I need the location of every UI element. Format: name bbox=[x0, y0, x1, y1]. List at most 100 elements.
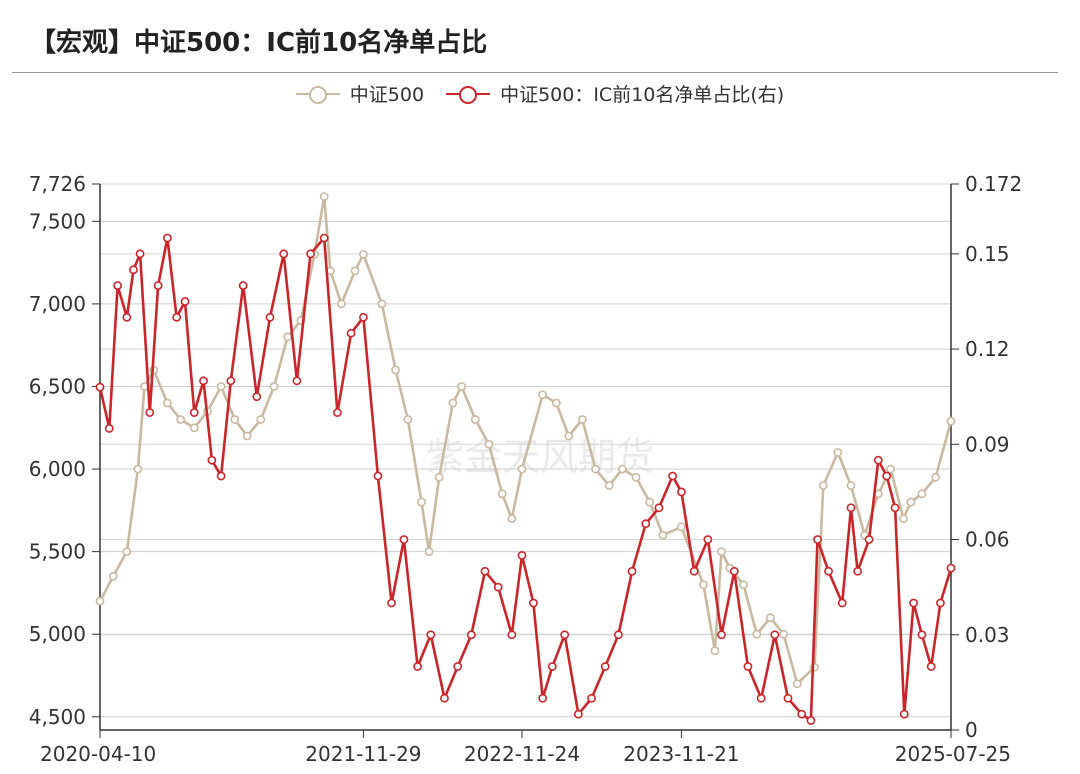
chart-legend: 中证500 中证500：IC前10名净单占比(右) bbox=[0, 80, 1080, 107]
data-point-ratio bbox=[517, 551, 527, 560]
data-point-csi500 bbox=[591, 464, 600, 474]
data-point-ratio bbox=[824, 566, 833, 576]
data-point-csi500 bbox=[189, 423, 199, 433]
data-point-ratio bbox=[529, 598, 538, 608]
data-point-csi500 bbox=[677, 522, 686, 532]
data-point-csi500 bbox=[391, 365, 400, 375]
y-left-tick-label: 7,000 bbox=[29, 292, 86, 316]
data-point-csi500 bbox=[497, 489, 507, 499]
data-point-ratio bbox=[292, 376, 302, 386]
data-point-csi500 bbox=[917, 489, 927, 499]
data-point-ratio bbox=[853, 566, 863, 576]
data-point-ratio bbox=[864, 535, 874, 544]
data-point-ratio bbox=[279, 249, 289, 259]
title-divider bbox=[12, 72, 1058, 73]
series-csi500 bbox=[95, 192, 956, 689]
data-point-ratio bbox=[306, 249, 315, 259]
y-left-tick-label: 7,726 bbox=[29, 172, 86, 196]
x-tick-label: 2025-07-25 bbox=[895, 742, 1011, 766]
data-point-csi500 bbox=[230, 415, 240, 424]
data-point-csi500 bbox=[470, 415, 480, 424]
legend-item-ratio[interactable]: 中证500：IC前10名净单占比(右) bbox=[446, 80, 784, 107]
data-point-csi500 bbox=[752, 629, 762, 639]
data-point-ratio bbox=[216, 471, 226, 481]
data-point-ratio bbox=[600, 662, 610, 671]
data-point-csi500 bbox=[176, 415, 186, 424]
data-point-csi500 bbox=[350, 266, 360, 276]
data-point-ratio bbox=[677, 487, 686, 497]
data-point-ratio bbox=[238, 281, 248, 290]
y-right-tick-label: 0.09 bbox=[965, 432, 1010, 456]
data-point-ratio bbox=[909, 598, 918, 608]
data-point-csi500 bbox=[359, 249, 368, 259]
legend-item-csi500[interactable]: 中证500 bbox=[295, 80, 425, 107]
data-point-csi500 bbox=[946, 416, 956, 426]
data-point-ratio bbox=[466, 630, 476, 640]
data-point-csi500 bbox=[457, 382, 467, 391]
data-point-ratio bbox=[333, 408, 342, 417]
data-point-ratio bbox=[641, 519, 651, 529]
data-point-csi500 bbox=[564, 431, 574, 441]
data-point-ratio bbox=[135, 249, 145, 259]
data-point-csi500 bbox=[538, 390, 548, 400]
y-left-tick-label: 6,000 bbox=[29, 457, 86, 481]
data-point-ratio bbox=[813, 535, 822, 544]
data-point-ratio bbox=[440, 693, 449, 703]
data-point-ratio bbox=[480, 566, 490, 576]
y-right-tick-label: 0.03 bbox=[965, 623, 1010, 647]
data-point-ratio bbox=[573, 709, 583, 719]
x-tick-label: 2023-11-21 bbox=[623, 742, 739, 766]
data-point-ratio bbox=[153, 281, 163, 290]
data-point-ratio bbox=[936, 598, 945, 608]
data-point-ratio bbox=[387, 598, 396, 608]
data-point-csi500 bbox=[122, 547, 132, 557]
data-point-csi500 bbox=[604, 481, 614, 490]
data-point-ratio bbox=[926, 662, 936, 671]
data-point-csi500 bbox=[319, 192, 329, 201]
y-right-tick-label: 0 bbox=[965, 718, 978, 742]
data-point-ratio bbox=[413, 662, 422, 671]
data-point-ratio bbox=[373, 471, 383, 481]
data-point-ratio bbox=[189, 408, 199, 417]
series-line-ratio bbox=[98, 236, 953, 722]
data-point-csi500 bbox=[779, 629, 789, 639]
data-point-ratio bbox=[846, 503, 856, 513]
y-right-tick-label: 0.06 bbox=[965, 528, 1010, 552]
data-point-ratio bbox=[689, 566, 699, 576]
data-point-csi500 bbox=[906, 497, 916, 507]
data-point-ratio bbox=[104, 424, 114, 433]
data-point-ratio bbox=[129, 265, 138, 275]
data-point-ratio bbox=[538, 693, 548, 703]
data-point-csi500 bbox=[618, 464, 627, 474]
data-point-ratio bbox=[946, 563, 956, 573]
data-point-ratio bbox=[654, 503, 664, 513]
x-tick-label: 2020-04-10 bbox=[40, 742, 156, 766]
data-point-ratio bbox=[199, 376, 208, 386]
legend-label-csi500: 中证500 bbox=[349, 84, 425, 106]
data-point-csi500 bbox=[336, 299, 346, 309]
data-point-csi500 bbox=[507, 514, 517, 524]
data-point-ratio bbox=[717, 630, 726, 640]
data-point-ratio bbox=[756, 693, 766, 703]
data-point-csi500 bbox=[162, 398, 172, 408]
watermark-text: 紫金天风期货 bbox=[426, 435, 654, 479]
data-point-csi500 bbox=[739, 580, 748, 590]
data-point-csi500 bbox=[577, 415, 587, 424]
data-point-ratio bbox=[899, 709, 909, 719]
y-left-tick-label: 6,500 bbox=[29, 374, 86, 398]
data-point-ratio bbox=[806, 716, 816, 725]
y-left-tick-label: 5,500 bbox=[29, 540, 86, 564]
data-point-csi500 bbox=[833, 448, 843, 457]
data-point-csi500 bbox=[448, 398, 458, 408]
x-tick-label: 2022-11-24 bbox=[464, 742, 580, 766]
data-point-csi500 bbox=[434, 472, 444, 482]
data-point-ratio bbox=[703, 535, 713, 544]
data-point-ratio bbox=[172, 312, 182, 322]
y-left-tick-label: 7,500 bbox=[29, 209, 86, 233]
data-point-csi500 bbox=[377, 299, 387, 309]
data-point-csi500 bbox=[256, 415, 266, 424]
data-point-ratio bbox=[95, 382, 105, 392]
data-point-csi500 bbox=[931, 472, 940, 482]
data-point-csi500 bbox=[631, 472, 641, 482]
